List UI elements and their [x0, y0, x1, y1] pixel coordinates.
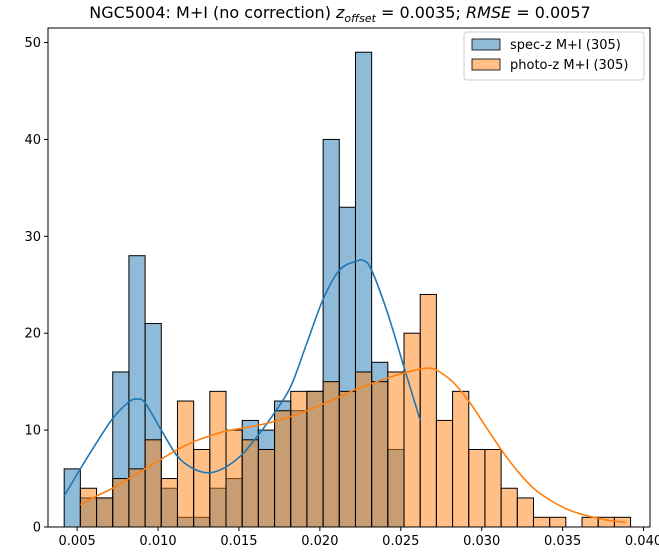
photo-z-bar [468, 448, 486, 528]
spec-z-bar [63, 468, 81, 528]
photo-z-bars [79, 293, 632, 528]
photo-z-bar [257, 448, 276, 528]
photo-z-bar [549, 516, 567, 528]
photo-z-bar [225, 429, 243, 528]
photo-z-bar [338, 390, 356, 528]
photo-z-bar [435, 419, 454, 528]
title-z-value: = 0.0035; [376, 3, 466, 22]
plot-area-frame [47, 27, 651, 528]
x-tick-label: 0.035 [544, 534, 581, 549]
y-tick-label: 0 [33, 521, 41, 536]
legend-label-photo-z: photo-z M+I (305) [510, 58, 628, 73]
photo-z-bar [500, 487, 518, 528]
y-tick-label: 20 [24, 327, 41, 342]
photo-z-bar [403, 332, 421, 528]
y-tick-label: 30 [24, 230, 41, 245]
y-tick-label: 50 [24, 36, 41, 51]
photo-z-bar [79, 487, 98, 528]
y-tick-label: 40 [24, 133, 41, 148]
title-prefix: NGC5004: M+I (no correction) [89, 3, 336, 22]
legend-swatch-photo-z [471, 58, 501, 71]
chart-title: NGC5004: M+I (no correction) zoffset = 0… [89, 3, 590, 25]
kde-curves [63, 258, 626, 523]
photo-z-bar [209, 390, 227, 528]
photo-z-bar [112, 478, 130, 528]
photo-z-bar [387, 371, 405, 528]
legend: spec-z M+I (305) photo-z M+I (305) [463, 31, 645, 81]
x-tick-label: 0.020 [301, 534, 338, 549]
title-z-subscript: offset [344, 12, 376, 25]
photo-z-bar [516, 497, 534, 528]
photo-z-bar [274, 410, 292, 528]
photo-z-bar [532, 516, 551, 528]
x-tick-label: 0.030 [463, 534, 500, 549]
y-tick-label: 10 [24, 424, 41, 439]
photo-z-bar [371, 381, 389, 528]
photo-z-bar [144, 439, 162, 528]
x-tick-label: 0.025 [382, 534, 419, 549]
photo-z-bar [484, 448, 502, 528]
legend-swatch-spec-z [471, 38, 501, 51]
photo-z-bar [354, 371, 373, 528]
photo-z-bar [452, 390, 470, 528]
title-rmse: RMSE [466, 3, 512, 22]
photo-z-bar [581, 516, 599, 528]
legend-box [463, 31, 645, 81]
x-tick-label: 0.010 [139, 534, 176, 549]
x-tick-label: 0.005 [59, 534, 96, 549]
title-rmse-value: = 0.0057 [511, 3, 591, 22]
photo-z-bar [96, 497, 114, 528]
spec-z-kde-line [63, 258, 421, 497]
legend-label-spec-z: spec-z M+I (305) [510, 38, 621, 53]
x-tick-label: 0.040 [625, 534, 659, 549]
title-z: z [335, 3, 345, 22]
photo-z-kde-line [79, 367, 626, 523]
x-axis: 0.005 0.010 0.015 0.020 0.025 0.030 0.035 0.040 [59, 527, 659, 549]
photo-z-bar [306, 390, 324, 528]
y-axis: 0 10 20 30 40 50 [24, 36, 48, 536]
photo-z-bar [193, 448, 211, 528]
x-tick-label: 0.015 [220, 534, 257, 549]
photo-z-bar [419, 293, 437, 528]
photo-z-bar [160, 478, 178, 528]
